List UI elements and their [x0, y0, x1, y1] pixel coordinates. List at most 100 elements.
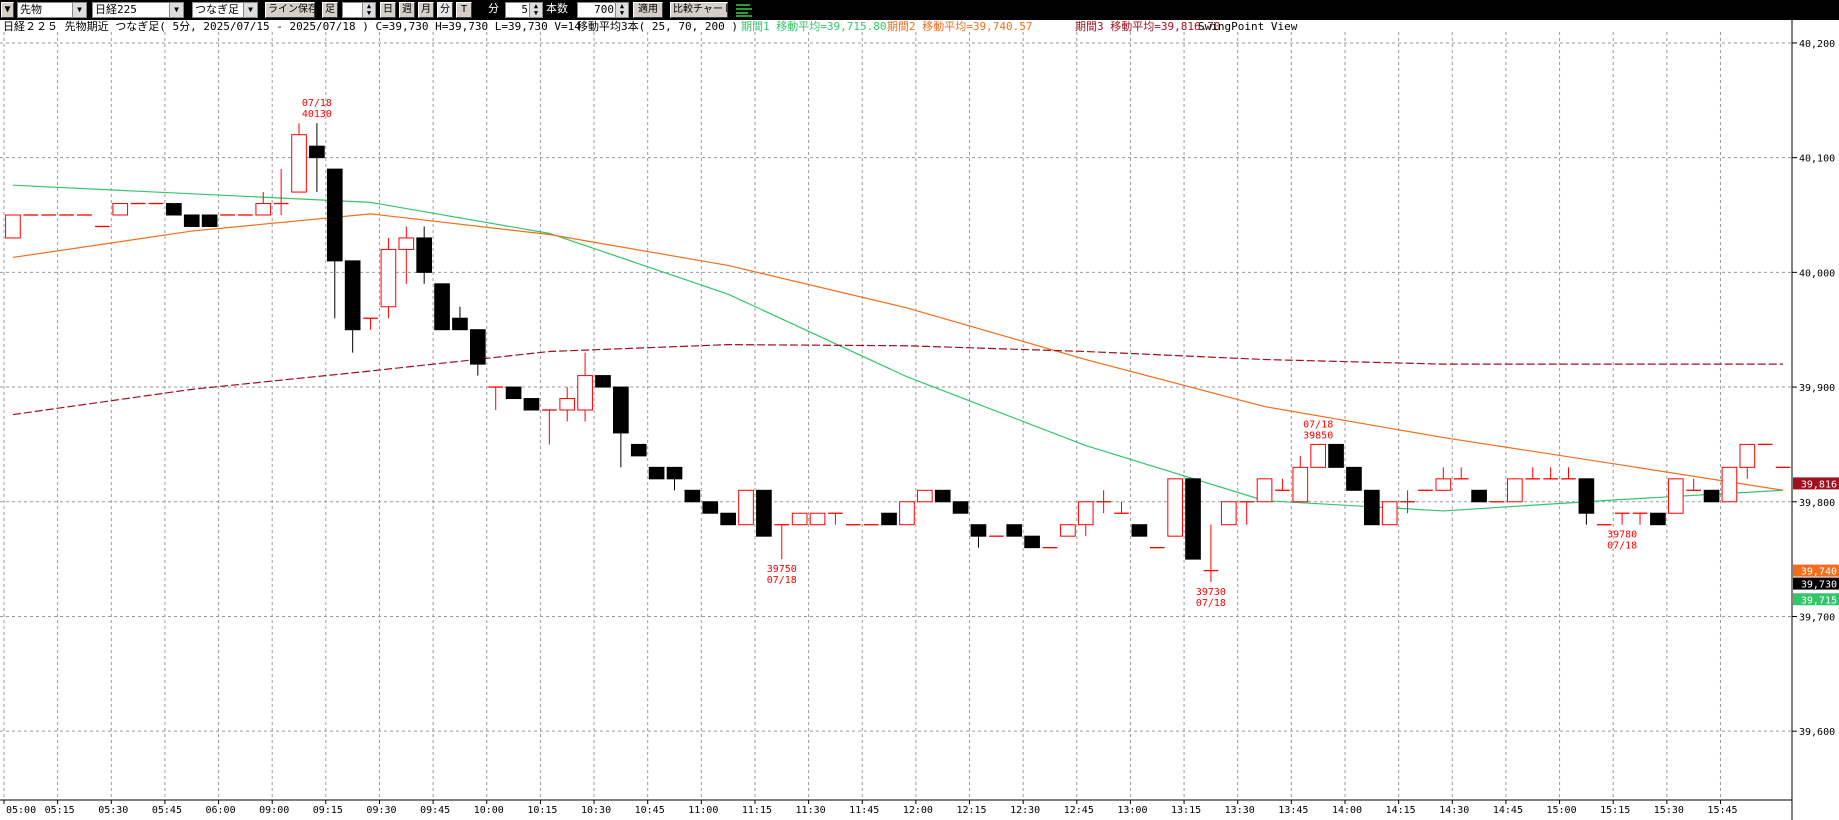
y-axis: 39,600 39,700 39,800 39,900 40,000 40,100 40,2… [1791, 20, 1835, 820]
compare-chart-button[interactable]: 比較チャート [670, 2, 728, 18]
candle-body [916, 489, 933, 503]
candle-body [380, 248, 397, 308]
chart-kind-select[interactable]: つなぎ足 ▼ [192, 2, 258, 18]
lines-icon[interactable] [734, 2, 754, 18]
ma2-legend: 期間2 移動平均=39,740.57 [887, 20, 1032, 33]
spinner-icon[interactable]: ▲ ▼ [362, 3, 375, 17]
x-tick-label: 15:00 [1547, 805, 1577, 816]
y-tick-label: 40,100 [1799, 154, 1835, 165]
count-value: 700 [594, 3, 614, 16]
swing-label: 39730 [1196, 587, 1226, 598]
price-tags: 39,816 39,740 39,730 39,715 [1793, 477, 1839, 606]
x-tick-label: 13:30 [1225, 805, 1255, 816]
x-tick-label: 05:00 [6, 805, 36, 816]
candle-body [523, 398, 540, 411]
ma3-line [12, 344, 1784, 416]
x-tick-label: 11:30 [796, 805, 826, 816]
period-day-button[interactable]: 日 [380, 2, 396, 18]
candle-body [469, 329, 486, 365]
swingpoint-label: SwingPoint View [1198, 20, 1298, 33]
price-tag [1793, 477, 1839, 490]
spinner-icon[interactable]: ▲ ▼ [615, 3, 628, 17]
candle-body [648, 466, 665, 480]
apply-button[interactable]: 適用 [633, 2, 663, 18]
x-tick-label: 14:00 [1332, 805, 1362, 816]
period-week-button[interactable]: 週 [399, 2, 415, 18]
candle-body [1220, 501, 1237, 526]
chart-kind-value: つなぎ足 [195, 3, 239, 16]
y-tick-label: 40,200 [1799, 39, 1835, 50]
x-tick-label: 12:15 [956, 805, 986, 816]
ma1-line [12, 184, 1784, 512]
candle-body [702, 501, 719, 514]
x-tick-label: 13:45 [1278, 805, 1308, 816]
ashi-button[interactable]: 足 [322, 2, 338, 18]
candlestick-chart[interactable]: 07/18401303975007/183973007/1807/1839850… [0, 20, 1839, 820]
candle-body [183, 214, 200, 227]
candle-body [809, 512, 826, 526]
swing-label: 07/18 [1196, 598, 1226, 609]
candle-body [756, 489, 772, 537]
x-tick-label: 14:30 [1439, 805, 1469, 816]
minute-label: 分 [488, 2, 499, 15]
candle-body [1471, 489, 1487, 503]
x-tick-label: 09:30 [366, 805, 396, 816]
x-tick-label: 15:30 [1654, 805, 1684, 816]
period-minute-button[interactable]: 分 [437, 2, 453, 18]
y-tick-label: 39,600 [1799, 727, 1835, 738]
candle-body [452, 317, 468, 331]
candle-body [934, 489, 951, 503]
symbol-select[interactable]: 日経225 ▼ [92, 2, 184, 18]
candle-body [1381, 501, 1398, 526]
candle-body [434, 283, 450, 331]
x-tick-label: 05:45 [152, 805, 182, 816]
x-tick-label: 10:30 [581, 805, 611, 816]
swing-label: 39780 [1607, 530, 1637, 541]
save-line-button[interactable]: ライン保存 [265, 2, 315, 18]
candle-body [309, 145, 325, 159]
chart-header: 日経２２５ 先物期近 つなぎ足( 5分, 2025/07/15 - 2025/0… [3, 20, 581, 33]
candle-body [613, 386, 629, 434]
candle-body [1507, 478, 1523, 503]
spinner-icon[interactable]: ▲ ▼ [529, 3, 542, 17]
minute-input[interactable]: 5 ▲ ▼ [505, 2, 543, 18]
candle-body [1006, 524, 1023, 537]
chevron-down-icon: ▼ [243, 3, 257, 17]
category-value: 先物 [20, 3, 42, 16]
candle-body [398, 237, 415, 250]
candle-body [559, 398, 576, 411]
candle-body [416, 237, 433, 273]
swing-label: 07/18 [1303, 419, 1333, 430]
count-input[interactable]: 700 ▲ ▼ [577, 2, 629, 18]
x-tick-label: 06:00 [206, 805, 236, 816]
swing-annotations: 07/18401303975007/183973007/1807/1839850… [302, 98, 1637, 609]
y-tick-label: 39,800 [1799, 498, 1835, 509]
candle-body [5, 214, 21, 239]
candle-body [255, 203, 272, 216]
category-select[interactable]: 先物 ▼ [17, 2, 87, 18]
symbol-value: 日経225 [95, 3, 137, 16]
swing-label: 40130 [302, 109, 332, 120]
swing-label: 07/18 [1607, 541, 1637, 552]
candle-body [1131, 524, 1148, 537]
candle-body [1167, 478, 1183, 537]
x-tick-label: 12:45 [1064, 805, 1094, 816]
candle-body [166, 203, 182, 216]
candle-body [1310, 443, 1327, 468]
candle-body [881, 512, 897, 526]
swing-label: 07/18 [302, 98, 332, 109]
x-tick-label: 10:45 [635, 805, 665, 816]
candle-body [326, 168, 343, 262]
period-month-button[interactable]: 月 [418, 2, 434, 18]
menu-arrow-icon[interactable]: ▼ [1, 2, 14, 18]
x-tick-label: 09:45 [420, 805, 450, 816]
chart-background [0, 20, 1839, 820]
ashi-input[interactable]: ▲ ▼ [342, 2, 376, 18]
period-tick-button[interactable]: T [456, 2, 472, 18]
candle-body [291, 134, 307, 193]
candle-body [970, 524, 987, 537]
price-tag-label: 39,715 [1801, 595, 1837, 606]
candle-body [791, 512, 808, 526]
ma-settings-text: 移動平均3本( 25, 70, 200 ) [577, 20, 738, 33]
candle-body [952, 501, 969, 514]
